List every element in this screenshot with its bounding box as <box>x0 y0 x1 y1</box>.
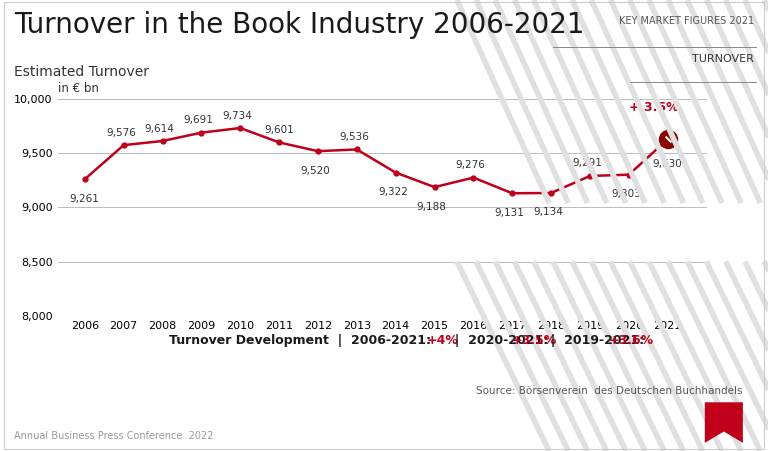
Text: TURNOVER: TURNOVER <box>692 54 754 64</box>
Text: 9,520: 9,520 <box>300 166 330 175</box>
Text: 9,134: 9,134 <box>534 207 563 217</box>
Text: |  2019-2021:: | 2019-2021: <box>542 334 649 347</box>
Text: Annual Business Press Conference  2022: Annual Business Press Conference 2022 <box>14 431 214 441</box>
Text: 9,261: 9,261 <box>70 193 100 204</box>
Text: Turnover in the Book Industry 2006-2021: Turnover in the Book Industry 2006-2021 <box>14 11 584 39</box>
Text: |  2020-2021:: | 2020-2021: <box>446 334 553 347</box>
Text: Source: Börsenverein  des Deutschen Buchhandels: Source: Börsenverein des Deutschen Buchh… <box>476 386 743 396</box>
Text: +3.6%: +3.6% <box>609 334 654 347</box>
Text: 9,188: 9,188 <box>417 202 447 212</box>
Text: in € bn: in € bn <box>58 82 98 95</box>
Text: + 3.5%: + 3.5% <box>629 101 678 114</box>
Text: 9,734: 9,734 <box>223 110 253 120</box>
Text: 9,131: 9,131 <box>495 208 525 218</box>
Text: 9,601: 9,601 <box>264 125 294 135</box>
Text: 9,576: 9,576 <box>106 128 136 138</box>
Text: 9,691: 9,691 <box>184 115 214 125</box>
Text: +4%: +4% <box>426 334 458 347</box>
Text: Turnover Development  |  2006-2021:: Turnover Development | 2006-2021: <box>169 334 435 347</box>
Text: 9,291: 9,291 <box>572 158 602 169</box>
Text: Estimated Turnover: Estimated Turnover <box>14 65 149 79</box>
Text: 9,322: 9,322 <box>378 187 408 197</box>
Polygon shape <box>705 402 743 443</box>
Text: 9,536: 9,536 <box>339 132 369 142</box>
Text: KEY MARKET FIGURES 2021: KEY MARKET FIGURES 2021 <box>619 16 754 26</box>
Text: 9,630: 9,630 <box>653 159 683 169</box>
Text: 9,276: 9,276 <box>455 160 485 170</box>
Text: 9,614: 9,614 <box>145 124 174 133</box>
Text: 9,303: 9,303 <box>611 189 641 199</box>
Text: +3.5%: +3.5% <box>511 334 557 347</box>
